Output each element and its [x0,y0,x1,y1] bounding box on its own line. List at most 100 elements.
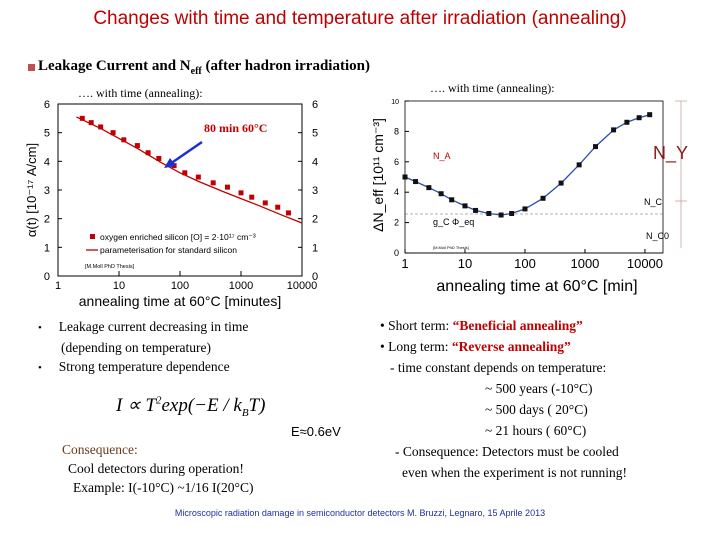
leakage-current-chart: 0 01 12 23 34 45 56 6 1 10 100 1000 10000 80 min 60… [24,99,318,309]
left-data-point [275,204,281,210]
left-xtick-label: 100 [171,280,189,292]
right-data-point [426,185,432,191]
right-ytick-label: 6 [394,157,399,167]
right-xtick-label: 100 [514,256,536,271]
subtitle-sub: eff [190,66,202,77]
left-data-point [210,180,216,186]
right-data-point [558,180,564,186]
subtitle-main: Leakage Current and N [38,58,191,74]
right-text-block: • Short term: “Beneficial annealing” • L… [380,315,627,483]
bullet-dot-icon: • [38,322,42,334]
right-xticks: 1 10 100 1000 10000 [401,249,663,271]
right-yticks: 0 2 4 6 8 10 [391,99,409,258]
left-data-point [285,210,291,216]
formula-exp: 2 [155,394,162,407]
right-xtick-label: 1 [401,256,408,271]
right-ytick-label: 10 [391,99,399,106]
right-data-point [611,127,617,133]
left-bullet-list: • Leakage current decreasing in time (de… [38,317,248,378]
annotation-arrow [169,140,203,166]
left-data-point [79,115,85,121]
left-data-point [262,200,268,206]
left-data-point [121,137,127,143]
right-data-point [473,207,479,213]
left-xticks: 1 10 100 1000 10000 [55,271,317,292]
legend-line-label: parameterisation for standard silicon [100,245,237,255]
legend-points-label: oxygen enriched silicon [O] = 2·10¹⁷ cm⁻… [100,232,256,242]
left-note: …. with time (annealing): [78,86,203,100]
short-term-prefix: • Short term: [380,318,453,333]
left-ytick-label: 0 [44,271,50,283]
left-data-point [145,150,151,156]
right-data-points [402,112,653,218]
left-ytick-label-right: 2 [312,214,318,226]
short-term-value: “Beneficial annealing” [452,318,583,333]
left-ytick-label: 4 [44,156,50,168]
left-ytick-label-right: 0 [312,271,318,283]
consequence-heading: Consequence: [62,442,138,457]
time-constant-line: - time constant depends on temperature: [390,360,607,375]
left-ytick-label: 6 [44,99,50,111]
formula-sub: B [241,406,249,419]
left-param-curve [76,116,303,224]
label-gc: g_C Φ_eq [433,217,474,227]
right-data-point [498,212,504,218]
long-term-value: “Reverse annealing” [451,339,571,354]
neff-chart: 0 2 4 6 8 10 1 10 100 1000 10000 N_A N_Y N_C N_C0… [370,99,688,295]
right-data-point [576,162,582,168]
consequence-block: Consequence: Cool detectors during opera… [62,440,253,497]
left-data-point [110,130,116,136]
left-data-point [182,170,188,176]
formula: I ∝ T2exp(−E / kBT) [116,394,265,419]
right-data-point [636,115,642,121]
left-xtick-label: 10000 [287,280,318,292]
left-data-point [156,155,162,161]
right-data-point [438,191,444,197]
left-data-point [238,190,244,196]
example-value: I(-10°C) ~1/16 I(20°C) [128,480,254,495]
right-consequence-2: even when the experiment is not running! [402,465,627,480]
bullet-item-2: • Strong temperature dependence [38,357,248,378]
left-ytick-label-right: 3 [312,185,318,197]
right-data-point [449,197,455,203]
subtitle-rest: (after hadron irradiation) [201,58,370,74]
example-label: Example: [73,480,129,495]
left-ytick-label: 2 [44,214,50,226]
consequence-line1: Cool detectors during operation! [68,461,244,476]
left-data-point [98,124,104,130]
right-note: …. with time (annealing): [430,81,555,95]
right-xtick-label: 10000 [627,256,663,271]
right-credit: [M.Moll PhD Thesis] [433,245,469,250]
left-data-point [249,194,255,200]
left-ytick-label-right: 6 [312,99,318,111]
left-yticks: 0 0 1 1 2 2 3 3 4 4 5 5 6 6 [44,99,318,283]
right-data-point [402,174,408,180]
left-xtick-label: 1000 [229,280,253,292]
e-value: E≈0.6eV [291,424,341,439]
right-ylabel: ΔN_eff [10¹¹ cm⁻³] [370,118,386,232]
right-xtick-label: 1000 [570,256,599,271]
arrow-head-icon [164,158,176,168]
right-data-point [624,119,630,125]
time-constant-2: ~ 500 days ( 20°C) [485,402,588,417]
bullet-dot-icon: • [38,362,42,374]
label-ny: N_Y [653,143,688,164]
slide-subtitle: Leakage Current and Neff (after hadron i… [38,58,370,77]
slide-footer: Microscopic radiation damage in semicond… [174,508,546,518]
left-ytick-label: 5 [44,128,50,140]
left-xtick-label: 1 [55,280,61,292]
right-data-point [509,210,515,216]
bullet-item-1-cont: (depending on temperature) [61,340,211,355]
right-data-point [486,210,492,216]
right-data-point [540,195,546,201]
formula-lhs: I ∝ T [116,395,156,416]
right-data-point [593,144,599,150]
bullet-text-1: Leakage current decreasing in time [58,319,249,334]
right-data-point [522,206,528,212]
right-consequence-1: - Consequence: Detectors must be cooled [395,444,619,459]
right-data-point [413,179,419,185]
left-ytick-label-right: 4 [312,156,318,168]
left-data-point [134,143,140,149]
consequence-example: Example: I(-10°C) ~1/16 I(20°C) [62,478,253,497]
label-nc0: N_C0 [646,231,669,241]
